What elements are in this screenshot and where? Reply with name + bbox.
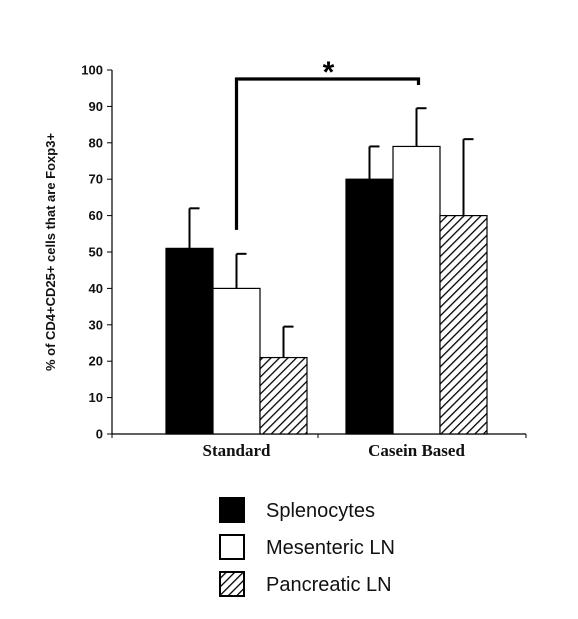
y-tick-label: 40 xyxy=(89,281,103,296)
legend-label-splenocytes: Splenocytes xyxy=(266,500,375,522)
y-axis-label: % of CD4+CD25+ cells that are Foxp3+ xyxy=(43,133,58,371)
bar-mesenteric-ln-standard xyxy=(212,287,261,435)
y-tick-label: 80 xyxy=(89,135,103,150)
legend-swatch-pancreatic-ln xyxy=(219,571,245,597)
y-tick-label: 70 xyxy=(89,172,103,187)
legend-label-mesenteric-ln: Mesenteric LN xyxy=(266,537,395,559)
bar-pancreatic-ln-casein-based xyxy=(439,215,488,435)
y-tick-label: 10 xyxy=(89,390,103,405)
legend-label-pancreatic-ln: Pancreatic LN xyxy=(266,574,392,596)
bar-splenocytes-standard xyxy=(165,247,214,435)
y-tick-label: 50 xyxy=(89,245,103,260)
significance-bracket xyxy=(234,77,421,230)
y-tick-label: 90 xyxy=(89,99,103,114)
x-category-label: Standard xyxy=(202,441,271,460)
legend-swatch-splenocytes xyxy=(219,497,245,523)
significance-annotation: * xyxy=(234,56,421,230)
x-category-label: Casein Based xyxy=(368,441,465,460)
y-tick-label: 60 xyxy=(89,208,103,223)
y-tick-label: 100 xyxy=(81,63,103,78)
y-tick-label: 20 xyxy=(89,354,103,369)
significance-label: * xyxy=(323,56,335,89)
y-tick-label: 0 xyxy=(96,427,103,442)
bar-pancreatic-ln-standard xyxy=(259,356,308,435)
bar-mesenteric-ln-casein-based xyxy=(392,145,441,435)
bar-splenocytes-casein-based xyxy=(345,178,394,435)
bars: Standard Casein Based xyxy=(165,107,488,460)
y-tick-label: 30 xyxy=(89,317,103,332)
legend-swatch-mesenteric-ln xyxy=(219,534,245,560)
legend: Splenocytes Mesenteric LN Pancreatic LN xyxy=(219,497,395,597)
axes: 0 10 20 30 40 50 60 70 80 90 100 % of CD4+CD25+ cel… xyxy=(43,63,527,442)
